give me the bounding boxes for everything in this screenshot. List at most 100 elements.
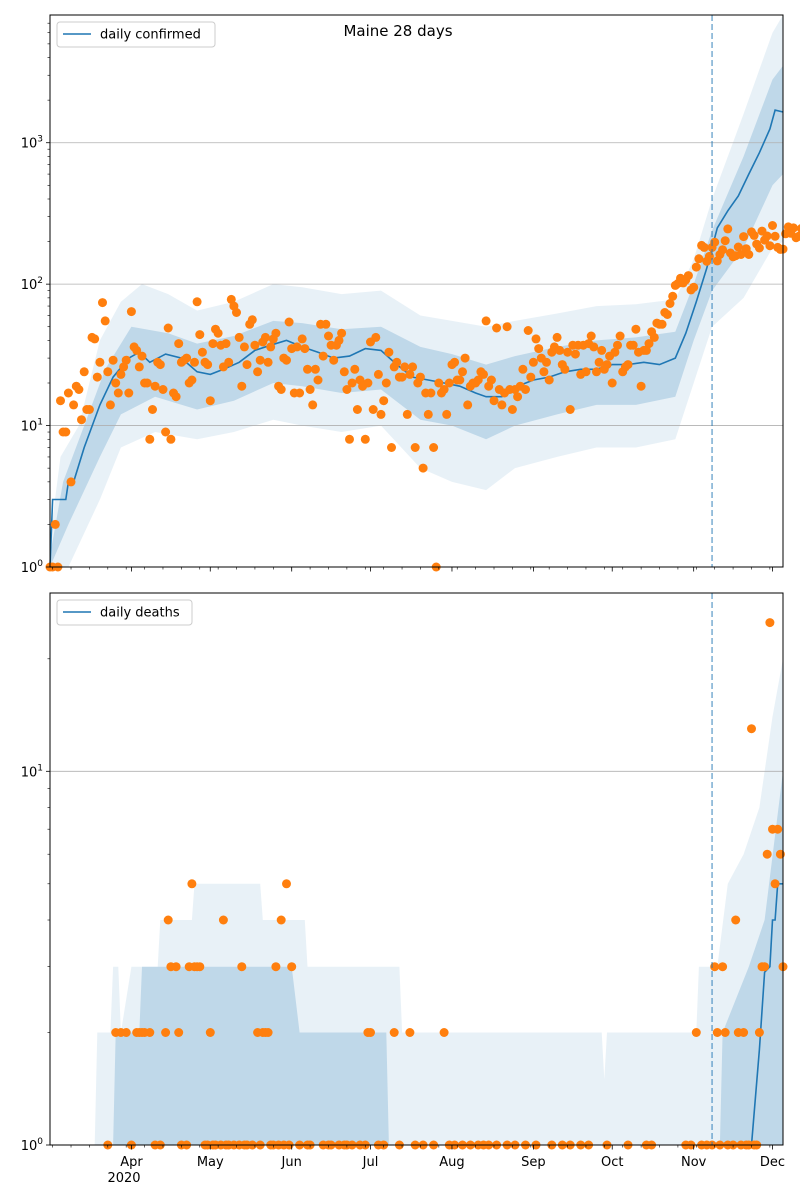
data-point	[114, 389, 123, 398]
data-point	[503, 322, 512, 331]
data-point	[750, 231, 759, 240]
data-point	[379, 396, 388, 405]
data-point	[773, 825, 782, 834]
data-point	[771, 232, 780, 241]
data-point	[311, 365, 320, 374]
data-point	[482, 316, 491, 325]
data-point	[80, 367, 89, 376]
data-point	[765, 241, 774, 250]
data-point	[384, 348, 393, 357]
data-point	[760, 962, 769, 971]
data-point	[51, 520, 60, 529]
data-point	[172, 392, 181, 401]
data-point	[597, 346, 606, 355]
data-point	[300, 344, 309, 353]
data-point	[419, 464, 428, 473]
x-tick-label: Apr	[120, 1155, 143, 1170]
data-point	[458, 367, 467, 376]
data-point	[222, 339, 231, 348]
data-point	[235, 333, 244, 342]
data-point	[771, 879, 780, 888]
data-point	[765, 618, 774, 627]
data-point	[582, 367, 591, 376]
data-point	[539, 367, 548, 376]
data-point	[109, 356, 118, 365]
bottom-legend: daily deaths	[57, 600, 192, 625]
data-point	[161, 428, 170, 437]
data-point	[463, 400, 472, 409]
data-point	[694, 254, 703, 263]
data-point	[592, 367, 601, 376]
data-point	[164, 324, 173, 333]
data-point	[319, 352, 328, 361]
data-point	[492, 324, 501, 333]
data-point	[739, 232, 748, 241]
data-point	[739, 1028, 748, 1037]
data-point	[398, 373, 407, 382]
data-point	[282, 356, 291, 365]
data-point	[122, 1028, 131, 1037]
chart-title: Maine 28 days	[343, 22, 452, 40]
data-point	[164, 916, 173, 925]
data-point	[371, 333, 380, 342]
data-point	[219, 916, 228, 925]
data-point	[182, 354, 191, 363]
data-point	[408, 362, 417, 371]
data-point	[243, 360, 252, 369]
data-point	[529, 358, 538, 367]
data-point	[721, 1028, 730, 1037]
data-point	[700, 243, 709, 252]
x-tick-label: Nov	[681, 1155, 707, 1170]
y-tick-label-exponent: 1	[37, 418, 43, 428]
data-point	[744, 250, 753, 259]
data-point	[755, 244, 764, 253]
data-point	[445, 379, 454, 388]
data-point	[400, 362, 409, 371]
data-point	[755, 1028, 764, 1037]
data-point	[392, 358, 401, 367]
data-point	[124, 389, 133, 398]
data-point	[763, 232, 772, 241]
data-point	[145, 435, 154, 444]
data-point	[61, 428, 70, 437]
data-point	[187, 879, 196, 888]
data-point	[172, 962, 181, 971]
data-point	[287, 962, 296, 971]
data-point	[776, 850, 785, 859]
data-point	[461, 354, 470, 363]
data-point	[589, 342, 598, 351]
data-point	[67, 477, 76, 486]
data-point	[127, 307, 136, 316]
data-point	[190, 358, 199, 367]
data-point	[206, 396, 215, 405]
data-point	[308, 400, 317, 409]
data-point	[224, 358, 233, 367]
data-point	[637, 382, 646, 391]
data-point	[271, 329, 280, 338]
data-point	[103, 367, 112, 376]
data-point	[348, 379, 357, 388]
data-point	[668, 292, 677, 301]
data-point	[387, 443, 396, 452]
data-point	[390, 1028, 399, 1037]
x-tick-label: Dec	[760, 1155, 785, 1170]
data-point	[692, 263, 701, 272]
data-point	[560, 365, 569, 374]
data-point	[237, 382, 246, 391]
data-point	[763, 850, 772, 859]
data-point	[345, 435, 354, 444]
data-point	[603, 360, 612, 369]
data-point	[303, 365, 312, 374]
data-point	[369, 405, 378, 414]
data-point	[524, 326, 533, 335]
data-point	[143, 379, 152, 388]
data-point	[64, 389, 73, 398]
data-point	[95, 358, 104, 367]
data-point	[424, 410, 433, 419]
data-point	[526, 373, 535, 382]
data-point	[545, 376, 554, 385]
data-point	[266, 342, 275, 351]
data-point	[101, 316, 110, 325]
data-point	[508, 405, 517, 414]
data-point	[232, 308, 241, 317]
